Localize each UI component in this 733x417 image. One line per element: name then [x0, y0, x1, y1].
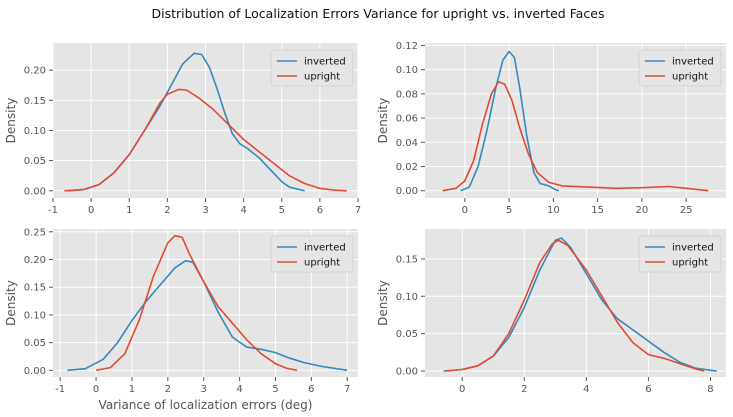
y-axis-label: Density [376, 280, 390, 326]
legend-label-inverted: inverted [672, 243, 714, 254]
x-tick-label: 6 [317, 205, 323, 216]
legend-label-upright: upright [304, 258, 340, 269]
x-tick-label: 6 [645, 384, 651, 395]
y-tick-label: 0.15 [24, 283, 46, 294]
series-line-inverted [460, 50, 559, 192]
x-tick-label: 2 [165, 384, 171, 395]
x-tick-label: 5 [272, 384, 278, 395]
legend-label-inverted: inverted [672, 57, 714, 68]
x-tick-label: 2 [521, 384, 527, 395]
y-axis-label: Density [4, 98, 18, 144]
x-tick-label: 8 [707, 384, 713, 395]
y-tick-label: 0.04 [396, 138, 418, 149]
y-tick-label: 0.20 [24, 255, 46, 266]
x-tick-label: 20 [636, 205, 649, 216]
y-tick-label: 0.02 [396, 162, 418, 173]
x-tick-label: -1 [48, 205, 58, 216]
x-tick-label: 5 [279, 205, 285, 216]
legend-box [638, 49, 722, 87]
x-tick-label: 0 [93, 384, 99, 395]
series-line-upright [442, 81, 709, 192]
x-tick-label: 0 [462, 205, 468, 216]
y-tick-label: 0.10 [24, 126, 46, 137]
legend: inverted upright [270, 49, 354, 87]
x-tick-label: 0 [88, 205, 94, 216]
legend-label-inverted: inverted [304, 57, 346, 68]
x-tick-label: 0 [459, 384, 465, 395]
subplot-4: 0 2 4 6 8 0.00 0.05 0.10 0.15 Density inverted upri… [376, 229, 726, 395]
x-tick-label: 7 [344, 384, 350, 395]
y-tick-label: 0.05 [24, 338, 46, 349]
legend-label-upright: upright [304, 72, 340, 83]
y-tick-label: 0.10 [396, 65, 418, 76]
x-tick-label: 4 [583, 384, 589, 395]
y-axis-label: Density [4, 280, 18, 326]
y-axis-label: Density [376, 98, 390, 144]
subplot-3: -1 0 1 2 3 4 5 6 7 0.00 0.05 0.10 0.15 0.20 0.25 Densit… [4, 227, 358, 412]
subplot-1: -1 0 1 2 3 4 5 6 7 0.00 0.05 0.10 0.15 0.20 Density inv… [4, 43, 361, 216]
y-tick-label: 0.15 [24, 96, 46, 107]
x-tick-label: 2 [164, 205, 170, 216]
y-tick-label: 0.00 [396, 367, 418, 378]
series-line-upright [64, 88, 347, 192]
y-tick-label: 0.15 [396, 254, 418, 265]
legend-box [270, 235, 354, 273]
y-tick-label: 0.00 [24, 186, 46, 197]
series-line-upright [446, 239, 705, 372]
subplot-2: 0 5 10 15 20 25 0.00 0.02 0.04 0.06 0.08 0.10 0.12 De… [376, 41, 726, 216]
x-tick-label: 5 [506, 205, 512, 216]
x-tick-label: 3 [201, 384, 207, 395]
y-tick-label: 0.20 [24, 66, 46, 77]
x-tick-label: -1 [55, 384, 65, 395]
y-tick-label: 0.00 [396, 186, 418, 197]
legend-label-upright: upright [672, 72, 708, 83]
legend-label-inverted: inverted [304, 243, 346, 254]
legend: inverted upright [638, 235, 722, 273]
y-tick-label: 0.05 [396, 329, 418, 340]
x-tick-label: 15 [591, 205, 604, 216]
y-tick-label: 0.06 [396, 114, 418, 125]
legend-label-upright: upright [672, 258, 708, 269]
x-tick-label: 1 [126, 205, 132, 216]
figure-suptitle: Distribution of Localization Errors Vari… [152, 6, 605, 21]
x-tick-label: 6 [308, 384, 314, 395]
y-tick-label: 0.00 [24, 366, 46, 377]
legend: inverted upright [638, 49, 722, 87]
y-tick-label: 0.12 [396, 41, 418, 52]
y-tick-label: 0.25 [24, 227, 46, 238]
x-tick-label: 1 [129, 384, 135, 395]
y-tick-label: 0.08 [396, 89, 418, 100]
x-axis-label: Variance of localization errors (deg) [99, 398, 313, 412]
x-tick-label: 10 [547, 205, 560, 216]
x-tick-label: 4 [240, 205, 246, 216]
x-tick-label: 3 [202, 205, 208, 216]
series-line-upright [95, 234, 298, 372]
x-tick-label: 7 [355, 205, 361, 216]
x-tick-label: 4 [236, 384, 242, 395]
x-tick-label: 25 [680, 205, 693, 216]
legend-box [270, 49, 354, 87]
y-tick-label: 0.10 [24, 310, 46, 321]
legend: inverted upright [270, 235, 354, 273]
legend-box [638, 235, 722, 273]
y-tick-label: 0.10 [396, 292, 418, 303]
y-tick-label: 0.05 [24, 156, 46, 167]
